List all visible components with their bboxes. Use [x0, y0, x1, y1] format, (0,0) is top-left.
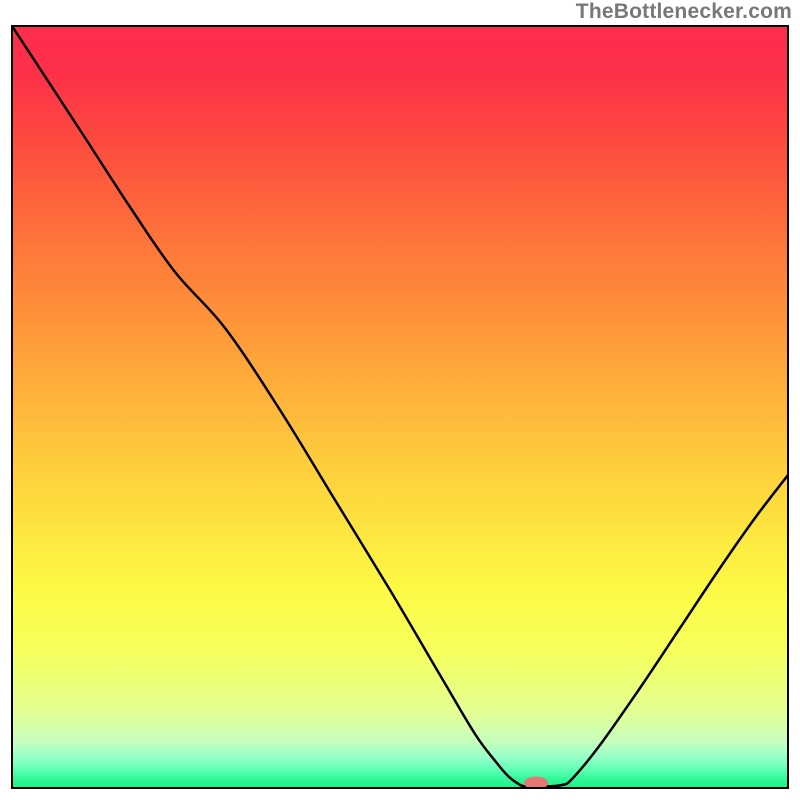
chart-container: TheBottlenecker.com: [0, 0, 800, 800]
watermark-text: TheBottlenecker.com: [576, 0, 792, 24]
gradient-background: [13, 27, 787, 787]
bottleneck-chart: [0, 0, 800, 800]
